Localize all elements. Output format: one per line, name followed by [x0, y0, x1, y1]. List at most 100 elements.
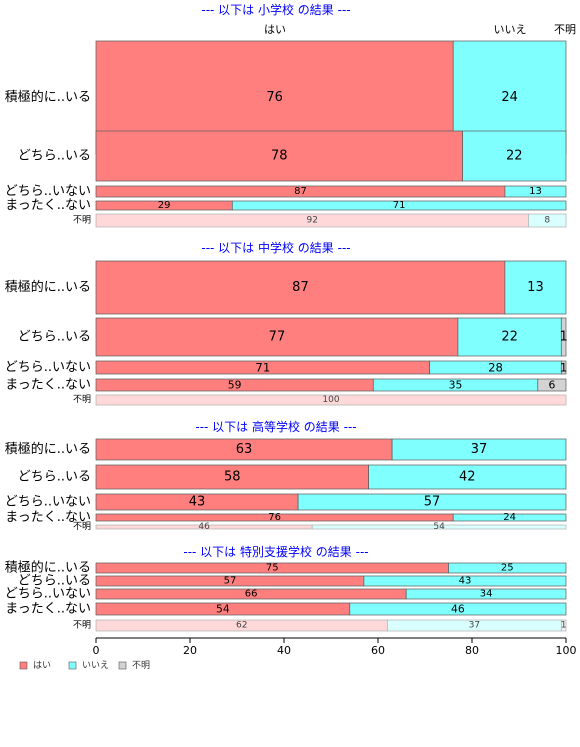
- row-label: 積極的に..いる: [5, 560, 91, 576]
- value-label: 6: [548, 379, 555, 392]
- top-label: いいえ: [494, 23, 527, 36]
- x-tick-label: 20: [183, 644, 197, 657]
- value-label: 54: [433, 522, 445, 532]
- segment-unknown: [560, 619, 567, 632]
- value-label: 58: [224, 470, 241, 485]
- bar-row: どちら..いる 58 42: [18, 464, 567, 490]
- value-label: 28: [488, 361, 503, 375]
- value-label: 43: [459, 576, 472, 587]
- segment-unknown: [537, 378, 567, 392]
- top-label: はい: [264, 23, 286, 36]
- row-label: どちら..いない: [5, 495, 91, 510]
- row-label: まったく..ない: [5, 510, 91, 525]
- bar-row: 積極的に..いる 63 37: [5, 438, 567, 461]
- value-label: 59: [228, 379, 242, 392]
- segment-no: [391, 438, 567, 461]
- segment-no: [448, 562, 567, 574]
- row-label: 不明: [73, 620, 91, 631]
- value-label: 1: [561, 621, 567, 631]
- value-label: 76: [266, 90, 283, 105]
- row-label: どちら..いる: [18, 149, 91, 164]
- value-label: 46: [451, 603, 465, 616]
- top-category-labels: はい いいえ 不明: [264, 23, 576, 36]
- value-label: 71: [255, 361, 270, 375]
- segment-no: [368, 464, 567, 490]
- row-label: どちら..いない: [5, 184, 91, 199]
- bar-row: 不明 62 37 1: [73, 620, 567, 632]
- row-label: まったく..ない: [5, 378, 91, 393]
- value-label: 57: [424, 495, 441, 510]
- bar-row: 積極的に..いる 87 13: [5, 260, 567, 315]
- legend-swatch: [68, 661, 77, 670]
- panel-title: --- 以下は 高等学校 の結果 ---: [195, 419, 356, 434]
- bar-row: どちら..いない 66 34: [5, 587, 567, 602]
- panel: --- 以下は 小学校 の結果 --- 積極的に..いる 76 24 どちら..いる 78…: [5, 2, 567, 228]
- value-label: 13: [529, 186, 542, 197]
- value-label: 71: [393, 200, 406, 211]
- panel-title: --- 以下は 小学校 の結果 ---: [201, 2, 350, 17]
- row-label: まったく..ない: [5, 198, 91, 213]
- value-label: 66: [245, 589, 258, 600]
- row-label: 積極的に..いる: [5, 89, 91, 105]
- value-label: 37: [471, 442, 488, 457]
- bar-row: どちら..いる 77 22 1: [18, 317, 568, 357]
- x-tick-label: 60: [371, 644, 385, 657]
- row-label: まったく..ない: [5, 602, 91, 617]
- segment-yes: [95, 260, 506, 315]
- row-label: どちら..いる: [18, 470, 91, 485]
- segment-no: [528, 213, 567, 228]
- value-label: 76: [268, 512, 281, 523]
- bar-row: どちら..いる 57 43: [18, 574, 567, 589]
- bar-row: まったく..ない 59 35 6: [5, 378, 567, 393]
- value-label: 78: [271, 149, 288, 164]
- value-label: 87: [294, 186, 307, 197]
- row-label: どちら..いる: [18, 574, 91, 589]
- value-label: 43: [189, 495, 206, 510]
- bar-row: 不明 46 54: [73, 521, 567, 532]
- segment-no: [452, 513, 567, 522]
- segment-yes: [95, 317, 459, 357]
- row-label: 積極的に..いる: [5, 441, 91, 457]
- panel: --- 以下は 中学校 の結果 --- 積極的に..いる 87 13 どちら..いる 77…: [5, 240, 568, 406]
- value-label: 29: [158, 200, 171, 211]
- panel-title: --- 以下は 中学校 の結果 ---: [201, 240, 350, 255]
- segment-yes: [95, 130, 463, 182]
- value-label: 22: [506, 149, 523, 164]
- segment-no: [297, 493, 567, 511]
- value-label: 62: [236, 621, 247, 631]
- segment-no: [231, 200, 567, 211]
- chart-panels: はい いいえ不明 --- 以下は 小学校 の結果 --- 積極的に..いる 76 24 どち…: [5, 2, 576, 632]
- bar-row: まったく..ない 76 24: [5, 510, 567, 525]
- row-label: どちら..いない: [5, 360, 91, 375]
- panel: --- 以下は 高等学校 の結果 --- 積極的に..いる 63 37 どちら..いる 5…: [5, 419, 567, 532]
- segment-no: [457, 317, 562, 357]
- value-label: 42: [459, 470, 476, 485]
- row-label: どちら..いる: [18, 330, 91, 345]
- row-label: 不明: [73, 521, 91, 532]
- legend-swatch: [118, 661, 127, 670]
- row-label: どちら..いない: [5, 587, 91, 602]
- x-tick-label: 40: [277, 644, 291, 657]
- bar-row: どちら..いる 78 22: [18, 130, 567, 182]
- segment-unknown: [560, 360, 567, 375]
- bar-row: 不明 92 8: [73, 213, 567, 228]
- bar-row: まったく..ない 54 46: [5, 602, 567, 617]
- value-label: 75: [266, 563, 279, 574]
- legend-label: はい: [33, 660, 51, 671]
- x-axis: 0 20 40 60 80 100: [93, 637, 577, 657]
- segment-no: [311, 524, 567, 530]
- row-label: 不明: [73, 215, 91, 226]
- value-label: 24: [503, 512, 516, 523]
- legend-label: 不明: [132, 660, 150, 671]
- segment-yes: [95, 464, 369, 490]
- value-label: 37: [469, 621, 480, 631]
- bar-row: 積極的に..いる 75 25: [5, 560, 567, 576]
- panel: --- 以下は 特別支援学校 の結果 ---積極的に..いる 75 25どちら..い…: [5, 544, 567, 632]
- row-label: 不明: [73, 394, 91, 405]
- bar-row: どちら..いない 71 28 1: [5, 360, 568, 375]
- value-label: 100: [322, 395, 339, 405]
- value-label: 87: [292, 280, 309, 295]
- value-label: 92: [306, 216, 317, 226]
- segment-no: [504, 185, 567, 198]
